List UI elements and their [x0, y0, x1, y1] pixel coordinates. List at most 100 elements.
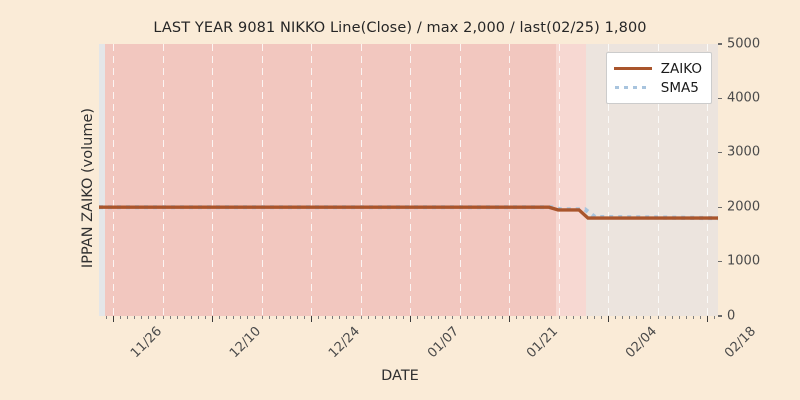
x-minor-tick	[537, 316, 539, 320]
chart-title: LAST YEAR 9081 NIKKO Line(Close) / max 2…	[153, 20, 647, 36]
x-minor-tick	[388, 316, 390, 320]
x-minor-tick	[325, 316, 327, 320]
x-minor-tick	[643, 316, 645, 320]
x-minor-tick	[714, 316, 716, 320]
x-minor-tick	[105, 316, 107, 320]
x-minor-tick	[544, 316, 546, 320]
x-minor-tick	[318, 316, 320, 320]
x-minor-tick	[494, 316, 496, 320]
x-minor-tick	[360, 316, 362, 320]
x-tick-label: 02/04	[622, 324, 661, 362]
y-axis-ticks: 0 1000 2000 3000 4000 5000	[718, 37, 798, 322]
x-minor-tick	[261, 316, 263, 320]
x-minor-tick	[282, 316, 284, 320]
x-minor-tick	[501, 316, 503, 320]
x-minor-tick	[699, 316, 701, 320]
x-minor-tick	[615, 316, 617, 320]
plot-area[interactable]: ZAIKO SMA5	[99, 44, 718, 316]
x-minor-tick	[600, 316, 602, 320]
x-major-tick	[212, 316, 214, 322]
x-minor-tick	[445, 316, 447, 320]
x-minor-tick	[523, 316, 525, 320]
x-minor-tick	[155, 316, 157, 320]
x-minor-tick	[395, 316, 397, 320]
x-minor-tick	[367, 316, 369, 320]
legend-swatch-sma5	[614, 82, 652, 94]
chart-legend[interactable]: ZAIKO SMA5	[605, 52, 712, 104]
x-minor-tick	[586, 316, 588, 320]
x-major-tick	[707, 316, 709, 322]
x-minor-tick	[381, 316, 383, 320]
x-minor-tick	[374, 316, 376, 320]
legend-item-sma5[interactable]: SMA5	[614, 78, 702, 97]
x-minor-tick	[233, 316, 235, 320]
x-minor-tick	[219, 316, 221, 320]
legend-label-zaiko: ZAIKO	[660, 60, 702, 77]
x-minor-tick	[190, 316, 192, 320]
y-tick-mark	[718, 260, 722, 263]
y-tick-mark	[718, 97, 722, 100]
x-minor-tick	[678, 316, 680, 320]
x-minor-tick	[254, 316, 256, 320]
x-axis-label: DATE	[381, 368, 419, 384]
legend-label-sma5: SMA5	[660, 79, 699, 96]
x-minor-tick	[134, 316, 136, 320]
x-major-tick	[113, 316, 115, 322]
x-minor-tick	[197, 316, 199, 320]
x-minor-tick	[438, 316, 440, 320]
x-minor-tick	[565, 316, 567, 320]
series-line-zaiko	[99, 205, 718, 220]
x-minor-tick	[226, 316, 228, 320]
x-minor-tick	[296, 316, 298, 320]
y-tick-label: 2000	[727, 199, 761, 215]
legend-item-zaiko[interactable]: ZAIKO	[613, 59, 702, 78]
x-minor-tick	[480, 316, 482, 320]
x-minor-tick	[141, 316, 143, 320]
x-minor-tick	[558, 316, 560, 320]
x-minor-tick	[466, 316, 468, 320]
x-minor-tick	[487, 316, 489, 320]
y-tick-mark	[718, 315, 722, 317]
x-minor-tick	[247, 316, 249, 320]
x-minor-tick	[692, 316, 694, 320]
x-minor-tick	[664, 316, 666, 320]
x-minor-tick	[332, 316, 334, 320]
x-minor-tick	[579, 316, 581, 320]
x-tick-label: 11/26	[127, 324, 166, 362]
x-minor-tick	[275, 316, 277, 320]
x-minor-tick	[629, 316, 631, 320]
x-minor-tick	[417, 316, 419, 320]
y-tick-mark	[718, 152, 722, 154]
x-tick-label: 12/10	[226, 324, 265, 362]
x-minor-tick	[240, 316, 242, 320]
x-tick-label: 01/07	[424, 324, 463, 362]
x-minor-tick	[685, 316, 687, 320]
background-band-primary-period	[105, 44, 556, 316]
x-tick-label: 01/21	[523, 324, 562, 362]
y-tick-label: 3000	[727, 144, 761, 160]
x-minor-tick	[551, 316, 553, 320]
x-minor-tick	[657, 316, 659, 320]
x-minor-tick	[148, 316, 150, 320]
x-major-tick	[311, 316, 313, 322]
x-minor-tick	[459, 316, 461, 320]
y-tick-mark	[718, 43, 722, 45]
x-minor-tick	[572, 316, 574, 320]
x-minor-tick	[530, 316, 532, 320]
x-minor-tick	[183, 316, 185, 320]
x-minor-tick	[268, 316, 270, 320]
x-minor-tick	[671, 316, 673, 320]
x-minor-tick	[176, 316, 178, 320]
x-major-tick	[608, 316, 610, 322]
x-minor-tick	[636, 316, 638, 320]
x-tick-label: 02/18	[721, 324, 760, 362]
background-band-transition-period	[556, 44, 586, 316]
x-minor-tick	[650, 316, 652, 320]
x-minor-tick	[289, 316, 291, 320]
x-minor-tick	[622, 316, 624, 320]
y-tick-label: 5000	[727, 36, 761, 51]
background-band-gap	[99, 44, 105, 316]
y-tick-label: 1000	[727, 253, 761, 269]
x-minor-tick	[353, 316, 355, 320]
